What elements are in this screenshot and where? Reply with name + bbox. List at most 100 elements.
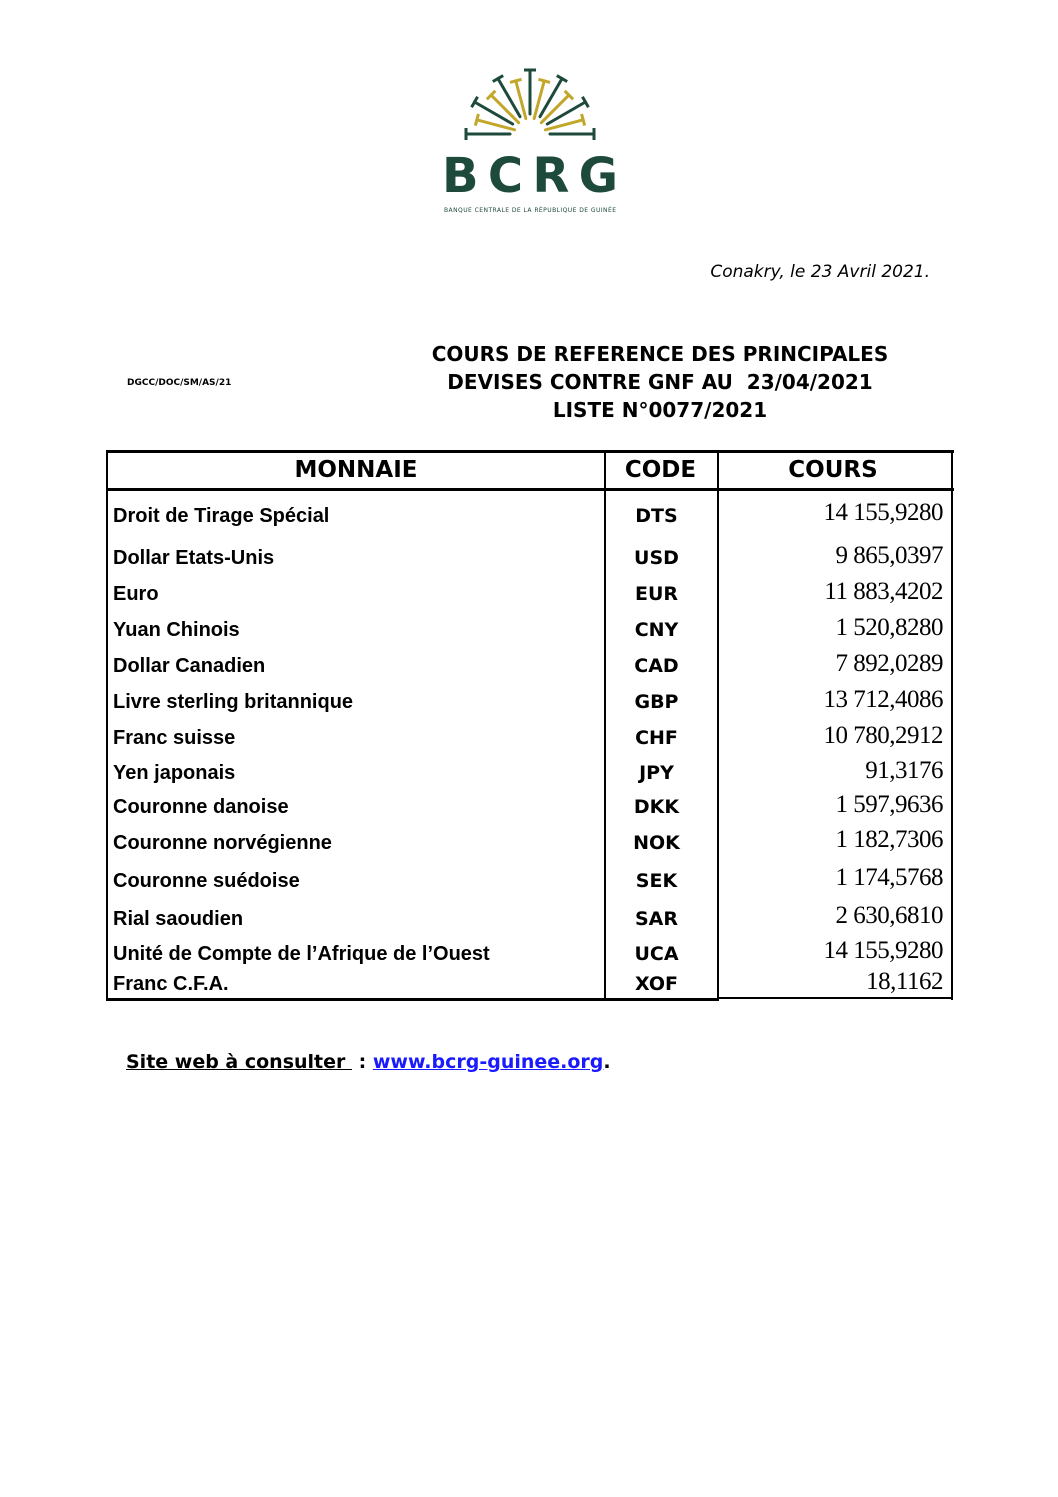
currency-code: SAR — [634, 907, 679, 930]
website-link[interactable]: www.bcrg-guinee.org — [372, 1051, 604, 1073]
exchange-rate: 14 155,9280 — [823, 499, 944, 526]
currency-name: Unité de Compte de l’Afrique de l’Ouest — [113, 942, 490, 965]
logo-ray — [545, 100, 587, 126]
currency-code: NOK — [633, 831, 680, 854]
logo-ray — [543, 118, 585, 132]
table-body: Droit de Tirage Spécial DTS 14 155,9280 Dol… — [108, 491, 951, 998]
table-row: Franc C.F.A. XOF 18,1162 — [108, 970, 951, 998]
logo-ray-head — [509, 77, 522, 84]
currency-name: Euro — [113, 583, 159, 605]
logo-ray-head — [556, 74, 568, 83]
logo-ray — [475, 118, 517, 132]
currency-code: GBP — [634, 691, 679, 713]
logo-ray — [514, 79, 528, 121]
currency-code: USD — [634, 547, 679, 569]
currency-name: Couronne danoise — [113, 796, 289, 818]
exchange-rate: 11 883,4202 — [824, 577, 943, 605]
exchange-rate: 1 597,9636 — [835, 790, 944, 818]
currency-code: XOF — [634, 973, 679, 995]
bcrg-logo: BCRG BANQUE CENTRALE DE LA RÉPUBLIQUE DE … — [430, 66, 630, 220]
currency-code: CNY — [634, 619, 679, 641]
currency-code: UCA — [634, 942, 679, 965]
logo-ray — [496, 77, 522, 119]
exchange-rate: 13 712,4086 — [823, 685, 944, 713]
table-row: Rial saoudien SAR 2 630,6810 — [108, 900, 951, 937]
table-border-bottom — [106, 998, 719, 1001]
title-line-3: LISTE N°0077/2021 — [552, 398, 768, 422]
currency-name: Franc suisse — [113, 727, 236, 749]
exchange-rate: 14 155,9280 — [823, 937, 944, 964]
currency-code: JPY — [639, 762, 674, 784]
logo-ray-head — [563, 89, 575, 101]
currency-code: CHF — [635, 727, 678, 749]
currency-code: DTS — [635, 504, 678, 527]
dateline: Conakry, le 23 Avril 2021. — [710, 262, 930, 282]
table-row: Droit de Tirage Spécial DTS 14 155,9280 — [108, 491, 951, 540]
website-label: Site web à consulter — [126, 1051, 353, 1073]
table-row: Couronne danoise DKK 1 597,9636 — [108, 790, 951, 824]
logo-subtitle: BANQUE CENTRALE DE LA RÉPUBLIQUE DE GUIN… — [444, 206, 616, 214]
logo-ray-head — [473, 113, 480, 126]
column-divider — [717, 450, 719, 1001]
logo-ray-head — [485, 89, 497, 101]
exchange-rate: 91,3176 — [865, 756, 943, 784]
exchange-rate: 9 865,0397 — [835, 541, 944, 569]
table-row: Dollar Etats-Unis USD 9 865,0397 — [108, 540, 951, 576]
logo-ray-head — [538, 77, 551, 84]
title-line-1: COURS DE REFERENCE DES PRINCIPALES — [431, 342, 889, 366]
separator: : — [352, 1051, 373, 1073]
currency-name: Droit de Tirage Spécial — [113, 504, 330, 527]
table-border-bottom — [717, 997, 953, 999]
currency-code: EUR — [634, 583, 679, 605]
website-note: Site web à consulter : www.bcrg-guinee.o… — [126, 1050, 611, 1074]
table-header: MONNAIE CODE COURS — [108, 453, 949, 488]
logo-ray — [539, 93, 571, 125]
logo-ray-head — [580, 113, 587, 126]
column-divider — [604, 450, 606, 1001]
logo-ray — [473, 100, 515, 126]
currency-name: Yen japonais — [113, 762, 236, 784]
logo-ray — [489, 93, 521, 125]
exchange-rate: 10 780,2912 — [823, 721, 944, 749]
currency-name: Yuan Chinois — [113, 619, 240, 641]
logo-ray-head — [492, 74, 504, 83]
currency-code: CAD — [634, 655, 679, 677]
header-divider — [106, 488, 954, 491]
logo-acronym: BCRG — [442, 148, 618, 204]
period: . — [603, 1051, 611, 1073]
currency-name: Couronne norvégienne — [113, 831, 332, 854]
table-border-right — [951, 450, 953, 1000]
logo-ray — [538, 77, 564, 119]
logo-ray-head — [581, 96, 590, 108]
table-row: Yen japonais JPY 91,3176 — [108, 756, 951, 790]
exchange-rate: 2 630,6810 — [835, 902, 944, 929]
currency-name: Franc C.F.A. — [113, 973, 229, 995]
header-cours: COURS — [788, 457, 878, 483]
table-border-left — [106, 450, 108, 1001]
title-line-2: DEVISES CONTRE GNF AU 23/04/2021 — [447, 370, 873, 394]
exchange-rate: 18,1162 — [866, 970, 943, 995]
table-row: Livre sterling britannique GBP 13 712,4086 — [108, 684, 951, 720]
currency-name: Couronne suédoise — [113, 869, 300, 892]
table-border-top — [106, 450, 954, 453]
logo-ray — [532, 79, 546, 121]
table-row: Yuan Chinois CNY 1 520,8280 — [108, 612, 951, 648]
currency-name: Dollar Etats-Unis — [113, 547, 275, 569]
logo-ray-head — [470, 96, 479, 108]
exchange-rate: 1 520,8280 — [835, 613, 944, 641]
exchange-rate: 1 182,7306 — [835, 826, 944, 853]
reference-number: DGCC/DOC/SM/AS/21 — [127, 378, 232, 388]
currency-name: Livre sterling britannique — [113, 691, 354, 713]
exchange-rate: 1 174,5768 — [835, 864, 944, 891]
currency-name: Rial saoudien — [113, 907, 244, 930]
currency-code: DKK — [633, 796, 680, 818]
currency-name: Dollar Canadien — [113, 655, 266, 677]
table-row: Franc suisse CHF 10 780,2912 — [108, 720, 951, 756]
logo-rays-icon: BCRG BANQUE CENTRALE DE LA RÉPUBLIQUE DE … — [442, 68, 618, 214]
table-row: Dollar Canadien CAD 7 892,0289 — [108, 648, 951, 684]
header-code: CODE — [624, 457, 697, 483]
currency-code: SEK — [635, 869, 678, 892]
document-title: COURS DE REFERENCE DES PRINCIPALES DEVIS… — [380, 340, 940, 424]
header-monnaie: MONNAIE — [294, 457, 418, 483]
table-row: Couronne suédoise SEK 1 174,5768 — [108, 861, 951, 900]
